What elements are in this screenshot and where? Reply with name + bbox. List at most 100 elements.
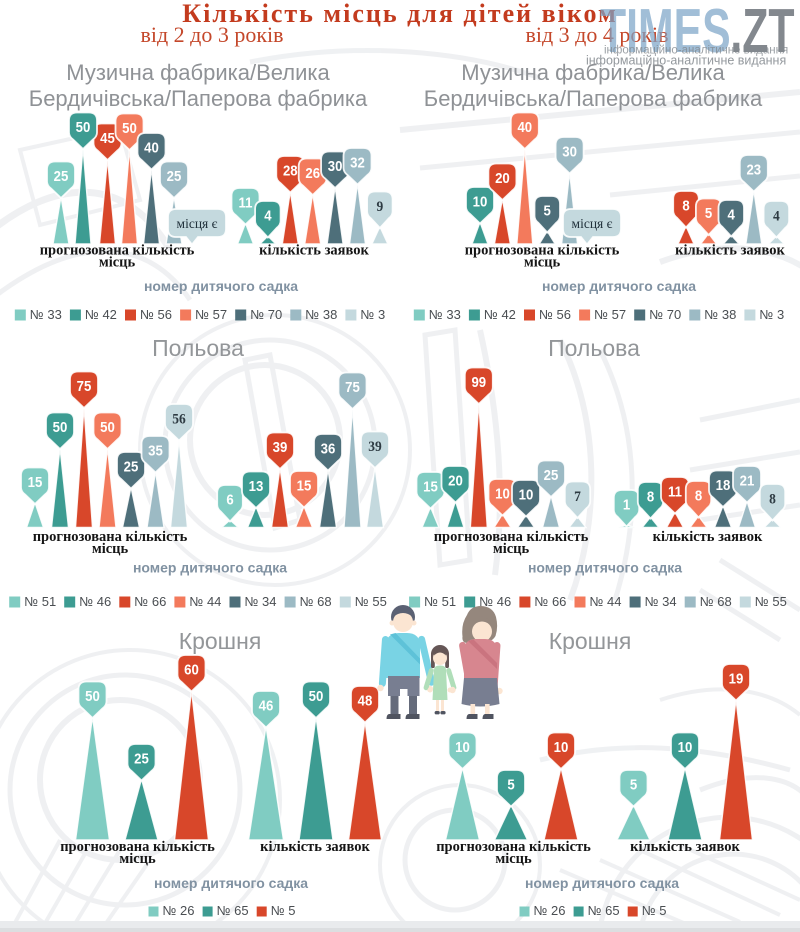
svg-text:25: 25 (544, 466, 559, 483)
svg-text:Крошня: Крошня (549, 628, 632, 654)
svg-text:50: 50 (53, 418, 68, 435)
svg-text:№ 5: № 5 (271, 903, 296, 918)
svg-text:№ 70: № 70 (649, 307, 681, 322)
svg-text:місця є: місця є (177, 216, 218, 231)
svg-text:місць: місць (119, 851, 156, 867)
svg-text:39: 39 (368, 438, 381, 455)
svg-text:25: 25 (54, 167, 69, 184)
svg-text:99: 99 (471, 373, 486, 390)
svg-text:10: 10 (678, 738, 693, 755)
svg-text:№ 68: № 68 (700, 594, 732, 609)
svg-text:45: 45 (100, 129, 115, 146)
svg-text:№ 46: № 46 (479, 594, 511, 609)
svg-text:від 2 до 3 років: від 2 до 3 років (140, 22, 283, 47)
svg-text:місць: місць (493, 541, 530, 557)
svg-text:5: 5 (544, 202, 551, 219)
svg-text:35: 35 (148, 442, 163, 459)
svg-text:номер дитячого садка: номер дитячого садка (542, 278, 696, 294)
svg-text:від 3 до 4 років: від 3 до 4 років (525, 22, 668, 47)
svg-text:прогнозована кількість: прогнозована кількість (40, 243, 195, 259)
svg-text:40: 40 (517, 118, 532, 135)
svg-text:10: 10 (455, 738, 470, 755)
svg-text:місць: місць (99, 255, 136, 271)
svg-text:4: 4 (264, 207, 271, 224)
svg-text:10: 10 (473, 193, 488, 210)
svg-text:8: 8 (647, 488, 654, 505)
svg-text:номер дитячого садка: номер дитячого садка (144, 278, 298, 294)
svg-text:30: 30 (562, 143, 577, 160)
svg-text:1: 1 (623, 496, 630, 513)
svg-text:7: 7 (574, 488, 581, 505)
svg-text:21: 21 (740, 472, 755, 489)
svg-text:№ 34: № 34 (245, 594, 277, 609)
svg-text:56: 56 (172, 411, 185, 428)
svg-text:№ 56: № 56 (539, 307, 571, 322)
svg-text:№ 57: № 57 (594, 307, 626, 322)
svg-text:Польова: Польова (152, 335, 244, 361)
svg-text:25: 25 (124, 458, 139, 475)
svg-text:№ 66: № 66 (534, 594, 566, 609)
svg-text:№ 56: № 56 (140, 307, 172, 322)
svg-text:20: 20 (495, 169, 510, 186)
svg-text:.ZT: .ZT (730, 0, 794, 66)
svg-text:прогнозована кількість: прогнозована кількість (33, 529, 188, 545)
svg-text:Бердичівська/Паперова фабрика: Бердичівська/Паперова фабрика (29, 86, 368, 111)
svg-text:номер дитячого садка: номер дитячого садка (154, 875, 308, 891)
svg-text:TIMES: TIMES (600, 0, 731, 66)
svg-text:18: 18 (716, 476, 731, 493)
svg-text:11: 11 (668, 483, 682, 500)
svg-text:75: 75 (345, 378, 360, 395)
svg-text:39: 39 (273, 438, 288, 455)
svg-text:Бердичівська/Паперова фабрика: Бердичівська/Паперова фабрика (424, 86, 763, 111)
svg-text:№ 33: № 33 (30, 307, 62, 322)
svg-text:Крошня: Крошня (179, 628, 262, 654)
svg-text:15: 15 (28, 473, 43, 490)
svg-text:прогнозована кількість: прогнозована кількість (465, 243, 620, 259)
svg-text:№ 38: № 38 (305, 307, 337, 322)
svg-text:№ 55: № 55 (755, 594, 787, 609)
svg-text:4: 4 (728, 206, 735, 223)
svg-text:номер дитячого садка: номер дитячого садка (133, 560, 287, 576)
svg-text:місця є: місця є (572, 216, 613, 231)
svg-text:8: 8 (769, 491, 776, 508)
svg-text:11: 11 (239, 194, 253, 211)
svg-text:№ 38: № 38 (704, 307, 736, 322)
svg-text:15: 15 (423, 478, 438, 495)
svg-text:25: 25 (134, 750, 149, 767)
svg-text:кількість заявок: кількість заявок (260, 839, 370, 855)
svg-text:8: 8 (695, 487, 702, 504)
svg-text:№ 33: № 33 (429, 307, 461, 322)
svg-text:№ 3: № 3 (759, 307, 784, 322)
svg-text:№ 57: № 57 (195, 307, 227, 322)
svg-text:№ 26: № 26 (163, 903, 195, 918)
svg-text:№ 46: № 46 (79, 594, 111, 609)
svg-text:60: 60 (184, 661, 199, 678)
svg-text:№ 51: № 51 (24, 594, 56, 609)
svg-text:номер дитячого садка: номер дитячого садка (528, 560, 682, 576)
svg-text:20: 20 (448, 472, 463, 489)
svg-text:кількість заявок: кількість заявок (653, 529, 763, 545)
svg-text:23: 23 (746, 161, 761, 178)
svg-text:Кількість місць для дітей віко: Кількість місць для дітей віком (182, 0, 617, 28)
svg-text:8: 8 (682, 197, 689, 214)
svg-text:місць: місць (92, 541, 129, 557)
svg-text:50: 50 (309, 687, 324, 704)
svg-text:10: 10 (495, 485, 510, 502)
svg-text:№ 44: № 44 (590, 594, 622, 609)
svg-text:місць: місць (524, 255, 561, 271)
svg-text:прогнозована кількість: прогнозована кількість (436, 839, 591, 855)
svg-text:50: 50 (76, 118, 91, 135)
svg-text:№ 51: № 51 (424, 594, 456, 609)
svg-text:19: 19 (729, 670, 744, 687)
svg-text:36: 36 (321, 440, 336, 457)
svg-text:№ 66: № 66 (134, 594, 166, 609)
svg-text:9: 9 (377, 198, 384, 215)
svg-text:48: 48 (358, 692, 373, 709)
svg-text:кількість заявок: кількість заявок (259, 243, 369, 259)
svg-text:№ 26: № 26 (534, 903, 566, 918)
svg-text:№ 5: № 5 (642, 903, 667, 918)
svg-text:прогнозована кількість: прогнозована кількість (434, 529, 589, 545)
svg-text:№ 34: № 34 (645, 594, 677, 609)
svg-text:50: 50 (122, 119, 137, 136)
svg-text:46: 46 (259, 697, 274, 714)
